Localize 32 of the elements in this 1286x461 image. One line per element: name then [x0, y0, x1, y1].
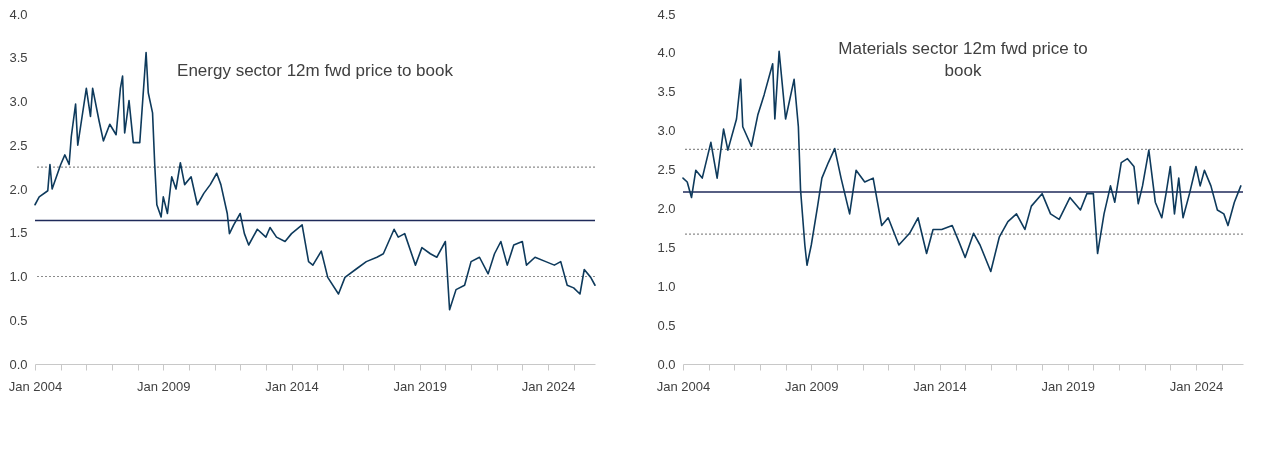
- y-tick-label: 1.0: [9, 269, 28, 284]
- x-tick-label: Jan 2004: [656, 378, 711, 394]
- x-tick-label: Jan 2014: [265, 378, 319, 394]
- y-tick-label: 0.0: [657, 356, 676, 372]
- y-tick-label: 4.0: [9, 6, 28, 22]
- x-tick-label: Jan 2004: [8, 378, 63, 394]
- text: Energy sector 12m fwd price to book: [177, 61, 454, 80]
- y-tick-label: 0.0: [9, 356, 28, 372]
- text: Materials sector 12m fwd price to book: [838, 39, 1088, 80]
- x-tick-label: Jan 2019: [393, 378, 447, 394]
- y-tick-label: 2.0: [9, 181, 28, 197]
- y-tick-label: 3.5: [657, 84, 676, 100]
- y-tick-label: 1.5: [657, 239, 676, 255]
- x-tick-label: Jan 2009: [137, 378, 191, 394]
- y-tick-label: 2.5: [657, 162, 676, 178]
- y-tick-label: 4.0: [657, 45, 676, 61]
- y-tick-label: 2.0: [657, 200, 676, 216]
- x-tick-label: Jan 2009: [785, 378, 839, 394]
- y-tick-label: 3.0: [9, 94, 28, 109]
- y-tick-label: 3.5: [9, 50, 28, 66]
- x-tick-label: Jan 2019: [1041, 378, 1095, 394]
- line-series: [34, 51, 596, 311]
- x-tick-label: Jan 2024: [521, 378, 576, 394]
- y-tick-label: 0.5: [657, 317, 676, 333]
- y-tick-label: 1.0: [657, 278, 676, 294]
- y-tick-label: 1.5: [9, 225, 28, 241]
- x-tick-label: Jan 2024: [1169, 378, 1224, 394]
- y-tick-label: 0.5: [9, 312, 28, 328]
- y-tick-label: 3.0: [657, 123, 676, 139]
- y-tick-label: 4.5: [657, 6, 676, 22]
- x-tick-label: Jan 2014: [913, 378, 967, 394]
- y-tick-label: 2.5: [9, 137, 28, 153]
